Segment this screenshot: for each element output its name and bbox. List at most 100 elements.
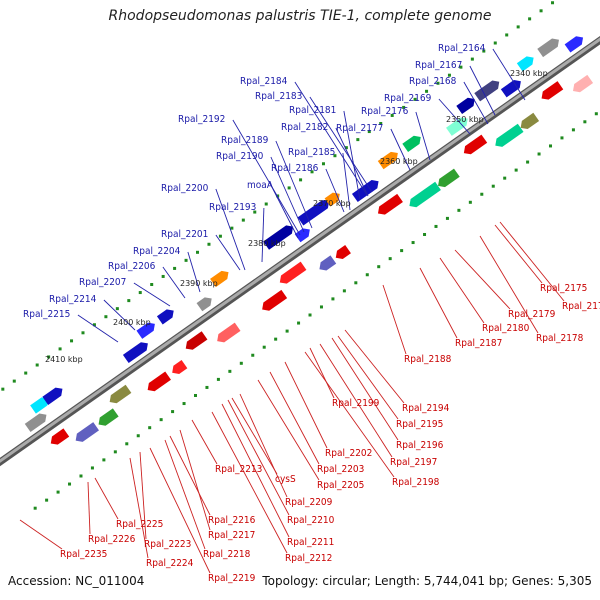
reverse-feature	[217, 322, 241, 343]
forward-leader	[463, 81, 489, 125]
forward-leader	[335, 127, 369, 197]
reverse-feature	[109, 384, 132, 404]
guide-tick	[239, 361, 243, 365]
guide-tick	[35, 363, 39, 367]
guide-tick	[457, 208, 461, 212]
kbp-label: 2370 kbp	[313, 199, 351, 208]
guide-tick	[47, 355, 51, 359]
guide-tick	[12, 379, 16, 383]
guide-tick	[331, 297, 335, 301]
reverse-leader	[304, 351, 395, 478]
guide-tick	[274, 337, 278, 341]
forward-feature	[564, 36, 584, 53]
reverse-leader	[269, 371, 320, 465]
forward-leader	[103, 299, 136, 331]
forward-feature	[297, 200, 330, 226]
reverse-gene-label: Rpal_2199	[332, 398, 380, 409]
kbp-label: 2400 kbp	[113, 318, 151, 327]
guide-tick	[33, 506, 37, 510]
reverse-feature	[520, 112, 540, 130]
forward-leader	[215, 188, 246, 271]
guide-tick	[537, 152, 541, 156]
reverse-leader	[382, 284, 407, 355]
reverse-gene-label: Rpal_2212	[285, 553, 332, 564]
guide-tick	[196, 250, 200, 254]
reverse-gene-label: Rpal_2216	[208, 515, 256, 526]
guide-tick	[127, 299, 131, 303]
reverse-gene-label: Rpal_2196	[396, 440, 444, 451]
forward-gene-label: Rpal_2215	[23, 309, 70, 320]
guide-tick	[299, 178, 303, 182]
reverse-leader	[419, 267, 458, 339]
reverse-gene-label: Rpal_2194	[402, 403, 450, 414]
reverse-leader	[139, 451, 147, 540]
guide-tick	[262, 345, 266, 349]
reverse-gene-label: Rpal_2178	[536, 333, 584, 344]
forward-feature	[30, 397, 49, 414]
reverse-gene-label: Rpal_2218	[203, 549, 251, 560]
reverse-leader	[309, 347, 335, 399]
guide-tick	[218, 234, 222, 238]
forward-leader	[438, 98, 471, 135]
guide-tick	[594, 112, 598, 116]
backbone-highlight	[0, 37, 600, 463]
guide-tick	[184, 258, 188, 262]
guide-tick	[81, 331, 85, 335]
guide-tick	[480, 192, 484, 196]
forward-feature	[156, 309, 174, 325]
reverse-feature	[463, 134, 488, 155]
forward-gene-label: Rpal_2184	[240, 76, 288, 87]
forward-gene-label: Rpal_2204	[133, 246, 181, 257]
guide-tick	[514, 168, 518, 172]
reverse-leader	[164, 439, 206, 550]
forward-leader	[261, 207, 265, 263]
reverse-feature	[319, 255, 337, 271]
forward-feature	[42, 387, 63, 405]
forward-gene-label: Rpal_2186	[271, 163, 319, 174]
reverse-leader	[149, 447, 211, 574]
guide-tick	[79, 474, 83, 478]
reverse-feature	[377, 193, 403, 215]
reverse-gene-label: Rpal_2173	[562, 301, 600, 312]
guide-tick	[491, 184, 495, 188]
guide-tick	[503, 176, 507, 180]
feature-layer	[24, 36, 594, 445]
reverse-feature	[185, 331, 208, 350]
guide-tick	[159, 418, 163, 422]
reverse-feature	[279, 261, 307, 284]
forward-leader	[294, 81, 368, 196]
guide-tick	[161, 274, 165, 278]
guide-tick	[68, 482, 72, 486]
forward-feature	[516, 56, 534, 72]
reverse-feature	[438, 168, 460, 188]
reverse-leader	[439, 257, 485, 324]
reverse-leader	[319, 343, 393, 458]
map-title: Rhodopseudomonas palustris TIE-1, comple…	[108, 8, 492, 24]
reverse-gene-label: Rpal_2195	[396, 419, 443, 430]
reverse-gene-label: Rpal_2226	[88, 534, 136, 545]
reverse-gene-label: Rpal_2217	[208, 530, 255, 541]
guide-tick	[287, 186, 291, 190]
reverse-gene-label: Rpal_2213	[215, 464, 262, 475]
guide-tick	[115, 307, 119, 311]
reverse-leader	[191, 419, 218, 465]
guide-tick	[308, 313, 312, 317]
guide-tick	[551, 1, 555, 5]
guide-tick	[56, 490, 60, 494]
guide-tick	[182, 402, 186, 406]
label-layer: 2340 kbp 2350 kbp 2360 kbp 2370 kbp 2380 kbp…	[23, 43, 600, 584]
backbone-layer	[0, 35, 600, 467]
guide-tick	[388, 257, 392, 261]
kbp-label: 2390 kbp	[180, 279, 218, 288]
reverse-leader	[284, 361, 328, 449]
forward-gene-label: moaA	[247, 180, 274, 191]
kbp-label: 2380 kbp	[248, 239, 286, 248]
guide-tick	[230, 226, 234, 230]
guide-tick	[390, 113, 394, 117]
guide-tick	[92, 323, 96, 327]
kbp-label: 2340 kbp	[510, 69, 548, 78]
forward-feature	[456, 97, 475, 115]
forward-feature	[136, 322, 155, 339]
guide-tick	[251, 353, 255, 357]
forward-feature	[324, 192, 340, 207]
